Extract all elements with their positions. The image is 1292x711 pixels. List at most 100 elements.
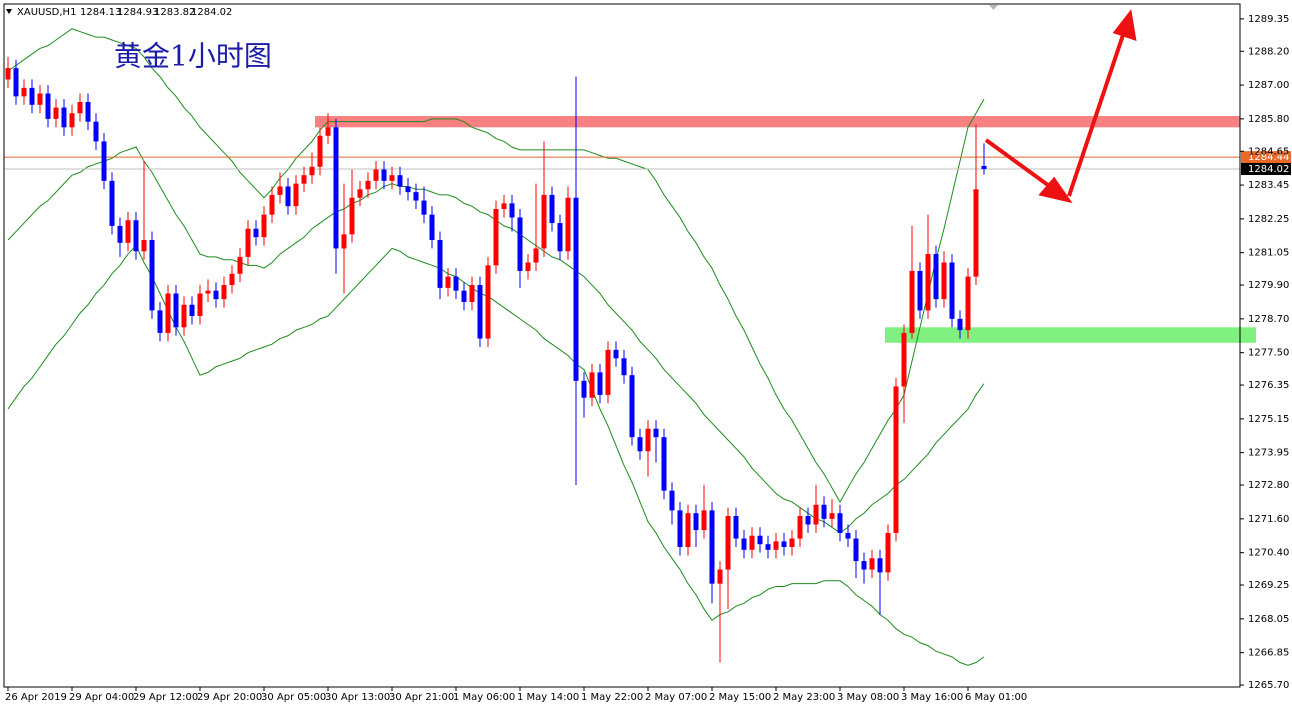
x-tick-label: 30 Apr 13:00 (325, 692, 390, 703)
candle-body (5, 68, 11, 80)
x-tick-label: 30 Apr 21:00 (389, 692, 454, 703)
header-close: 1284.02 (191, 7, 232, 18)
candle-body (269, 194, 275, 215)
candle-body (413, 192, 419, 201)
candle-body (421, 200, 427, 215)
candle-body (869, 558, 875, 570)
y-tick-label: 1266.85 (1248, 648, 1289, 659)
candle-body (381, 169, 387, 181)
candle-body (613, 349, 619, 359)
candle-body (357, 189, 363, 198)
candle-body (877, 558, 883, 573)
candle-body (261, 214, 267, 238)
candle-body (709, 510, 715, 584)
x-tick-label: 2 May 23:00 (773, 692, 835, 703)
candle-body (213, 290, 219, 300)
band-line (7, 244, 985, 666)
candle-body (717, 569, 723, 584)
zone (885, 327, 1256, 343)
candle-body (621, 358, 627, 376)
candle-body (189, 304, 195, 317)
candle-body (949, 262, 955, 319)
candle-body (893, 386, 899, 533)
candle-body (285, 186, 291, 207)
candle-body (637, 437, 643, 452)
candle-body (437, 239, 443, 288)
plot-frame (3, 3, 1241, 688)
y-tick-label: 1281.05 (1248, 248, 1289, 259)
y-tick-label: 1268.05 (1248, 614, 1289, 625)
header-high: 1284.93 (117, 7, 158, 18)
y-tick-label: 1289.35 (1248, 14, 1289, 25)
y-tick-label: 1272.80 (1248, 480, 1289, 491)
x-tick-label: 3 May 16:00 (901, 692, 963, 703)
candle-body (229, 273, 235, 286)
band-line (7, 28, 985, 503)
candle-body (253, 228, 259, 238)
candle-body (725, 516, 731, 570)
candle-body (445, 276, 451, 288)
y-tick-label: 1269.25 (1248, 580, 1289, 591)
candle-body (765, 544, 771, 550)
x-tick-label: 30 Apr 05:00 (261, 692, 326, 703)
candle-body (469, 285, 475, 302)
candle-body (837, 513, 843, 533)
candle-body (861, 561, 867, 570)
x-tick-label: 26 Apr 2019 (5, 692, 67, 703)
candle-body (653, 428, 659, 438)
y-tick-label: 1283.45 (1248, 180, 1289, 191)
candle-body (941, 262, 947, 300)
x-tick-label: 29 Apr 12:00 (133, 692, 198, 703)
candle-body (797, 516, 803, 539)
candle-body (821, 504, 827, 519)
y-tick-label: 1278.70 (1248, 314, 1289, 325)
candle-body (909, 270, 915, 333)
candle-body (501, 203, 507, 210)
y-tick-label: 1276.35 (1248, 380, 1289, 391)
candle-body (45, 93, 51, 119)
candle-body (341, 234, 347, 249)
candle-body (221, 285, 227, 300)
arrow-head (1038, 176, 1073, 204)
chart-title: 黄金1小时图 (114, 40, 272, 73)
candle-body (85, 101, 91, 122)
price-label: 1284.02 (1248, 164, 1289, 175)
symbol-menu-icon[interactable] (6, 9, 12, 14)
x-tick-label: 29 Apr 20:00 (197, 692, 262, 703)
x-tick-label: 2 May 15:00 (709, 692, 771, 703)
candle-body (205, 290, 211, 294)
candle-body (973, 189, 979, 277)
candle-body (133, 220, 139, 252)
arrows (984, 9, 1137, 204)
candle-body (461, 290, 467, 302)
y-tick-label: 1288.20 (1248, 46, 1289, 57)
candle-body (165, 293, 171, 333)
candle-body (685, 513, 691, 548)
candle-body (373, 169, 379, 181)
candle-body (541, 194, 547, 249)
candle-body (965, 276, 971, 331)
candle-body (557, 223, 563, 252)
candle-body (629, 375, 635, 438)
candle-body (805, 516, 811, 525)
y-tick-label: 1284.65 (1248, 146, 1289, 157)
candle-body (885, 532, 891, 573)
candle-body (101, 141, 107, 181)
y-tick-label: 1287.00 (1248, 80, 1289, 91)
candle-body (757, 535, 763, 545)
candle-body (477, 285, 483, 339)
header-low: 1283.82 (154, 7, 195, 18)
candle-body (589, 372, 595, 398)
candle-body (597, 372, 603, 395)
price-label-box (1241, 151, 1291, 164)
candle-body (157, 310, 163, 333)
candle-body (573, 197, 579, 381)
candle-body (813, 504, 819, 525)
candle-body (549, 194, 555, 224)
candle-body (173, 293, 179, 328)
x-tick-label: 29 Apr 04:00 (69, 692, 134, 703)
candle-body (149, 239, 155, 311)
candle-body (789, 538, 795, 548)
y-tick-label: 1271.60 (1248, 514, 1289, 525)
x-tick-label: 1 May 22:00 (581, 692, 643, 703)
